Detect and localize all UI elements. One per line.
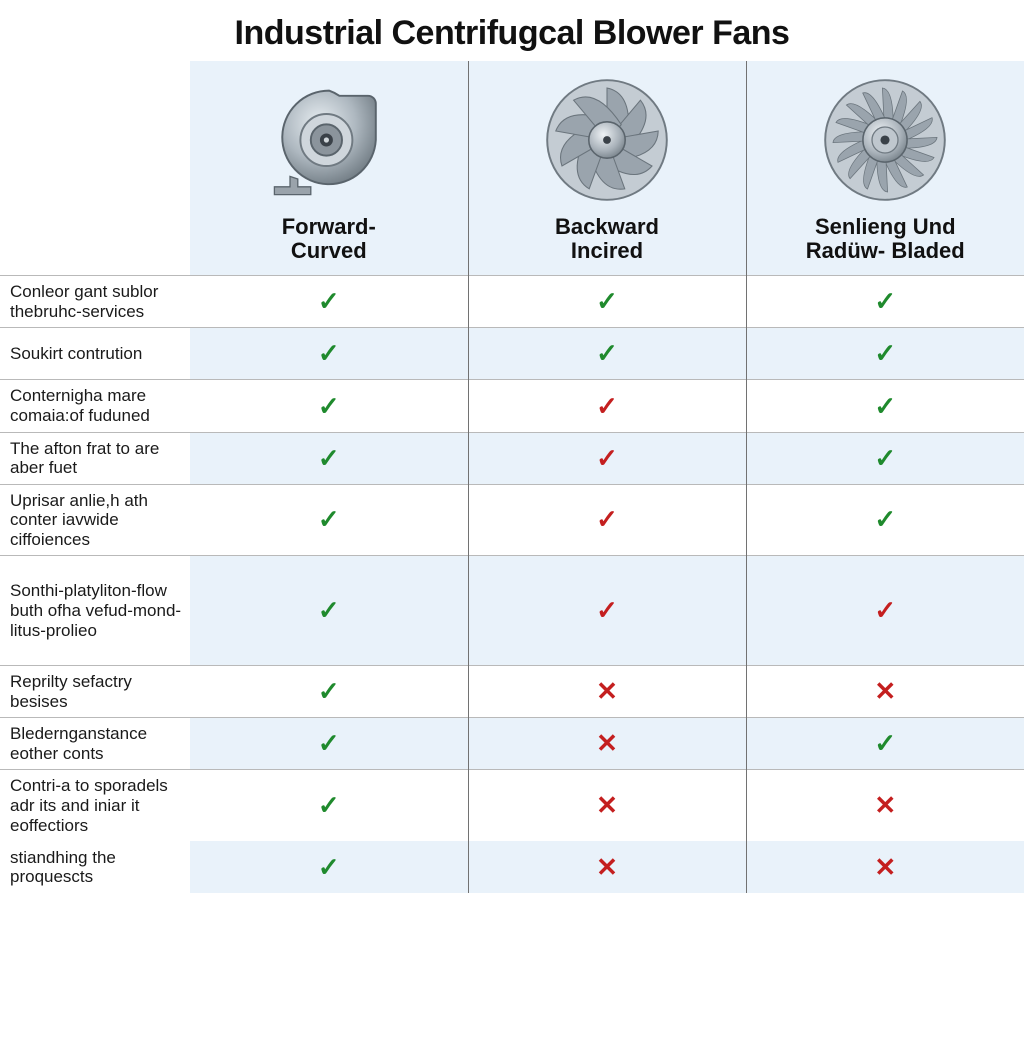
header-blank <box>0 61 190 276</box>
table-row: Conternigha mare comaia:of fuduned ✓ ✓ ✓ <box>0 380 1024 432</box>
check-icon: ✓ <box>318 852 340 883</box>
check-icon: ✓ <box>874 391 896 422</box>
feature-label: Bledernganstance eother conts <box>0 718 190 770</box>
check-icon: ✓ <box>874 728 896 759</box>
fan-many-icon <box>820 75 950 205</box>
column-header-forward: Forward- Curved <box>190 61 468 276</box>
check-icon: ✓ <box>318 286 340 317</box>
cross-icon: ✕ <box>874 852 896 883</box>
cell-forward: ✓ <box>190 484 468 556</box>
table-row: Uprisar anlie,h ath conter iavwide ciffo… <box>0 484 1024 556</box>
table-row: The afton frat to are aber fuet ✓ ✓ ✓ <box>0 432 1024 484</box>
cell-radial: ✕ <box>746 841 1024 893</box>
cross-icon: ✕ <box>596 676 618 707</box>
cell-radial: ✓ <box>746 484 1024 556</box>
check-icon: ✓ <box>596 504 618 535</box>
check-icon: ✓ <box>874 504 896 535</box>
check-icon: ✓ <box>318 443 340 474</box>
table-row: Conleor gant sublor thebruhc-services ✓ ✓ ✓ <box>0 276 1024 328</box>
cell-backward: ✕ <box>468 666 746 718</box>
check-icon: ✓ <box>874 286 896 317</box>
cell-backward: ✓ <box>468 276 746 328</box>
check-icon: ✓ <box>318 676 340 707</box>
feature-label: Reprilty sefactry besises <box>0 666 190 718</box>
cell-backward: ✓ <box>468 328 746 380</box>
cell-radial: ✓ <box>746 276 1024 328</box>
cell-radial: ✕ <box>746 666 1024 718</box>
feature-label: Sonthi-platyliton-flow buth ofha vefud-m… <box>0 556 190 666</box>
cell-radial: ✕ <box>746 770 1024 841</box>
cell-forward: ✓ <box>190 718 468 770</box>
comparison-table: Forward- Curved Backward Incired <box>0 61 1024 893</box>
cell-backward: ✕ <box>468 718 746 770</box>
feature-label: The afton frat to are aber fuet <box>0 432 190 484</box>
cell-backward: ✕ <box>468 770 746 841</box>
check-icon: ✓ <box>874 595 896 626</box>
cell-forward: ✓ <box>190 841 468 893</box>
check-icon: ✓ <box>318 595 340 626</box>
forward-label: Forward- Curved <box>196 215 462 263</box>
check-icon: ✓ <box>874 338 896 369</box>
check-icon: ✓ <box>596 443 618 474</box>
check-icon: ✓ <box>596 286 618 317</box>
table-row: Sonthi-platyliton-flow buth ofha vefud-m… <box>0 556 1024 666</box>
cell-forward: ✓ <box>190 380 468 432</box>
check-icon: ✓ <box>318 790 340 821</box>
table-row: Soukirt contrution ✓ ✓ ✓ <box>0 328 1024 380</box>
backward-label: Backward Incired <box>475 215 740 263</box>
forward-icon-wrap <box>196 75 462 205</box>
column-header-backward: Backward Incired <box>468 61 746 276</box>
cross-icon: ✕ <box>596 790 618 821</box>
blower-icon <box>264 75 394 205</box>
cell-forward: ✓ <box>190 770 468 841</box>
feature-label: Uprisar anlie,h ath conter iavwide ciffo… <box>0 484 190 556</box>
cross-icon: ✕ <box>874 676 896 707</box>
cell-backward: ✓ <box>468 484 746 556</box>
cell-radial: ✓ <box>746 718 1024 770</box>
feature-label: Contri-a to sporadels adr its and iniar … <box>0 770 190 841</box>
fan-wide-icon <box>542 75 672 205</box>
check-icon: ✓ <box>596 391 618 422</box>
check-icon: ✓ <box>318 728 340 759</box>
feature-label: Conleor gant sublor thebruhc-services <box>0 276 190 328</box>
radial-label: Senlieng Und Radüw- Bladed <box>753 215 1019 263</box>
column-header-radial: Senlieng Und Radüw- Bladed <box>746 61 1024 276</box>
cell-backward: ✓ <box>468 556 746 666</box>
table-row: stiandhing the proquescts ✓ ✕ ✕ <box>0 841 1024 893</box>
cell-backward: ✕ <box>468 841 746 893</box>
cell-forward: ✓ <box>190 556 468 666</box>
feature-label: Conternigha mare comaia:of fuduned <box>0 380 190 432</box>
table-row: Contri-a to sporadels adr its and iniar … <box>0 770 1024 841</box>
check-icon: ✓ <box>318 338 340 369</box>
cell-forward: ✓ <box>190 328 468 380</box>
cell-radial: ✓ <box>746 432 1024 484</box>
table-header-row: Forward- Curved Backward Incired <box>0 61 1024 276</box>
check-icon: ✓ <box>596 595 618 626</box>
table-row: Bledernganstance eother conts ✓ ✕ ✓ <box>0 718 1024 770</box>
feature-label: Soukirt contrution <box>0 328 190 380</box>
cell-radial: ✓ <box>746 328 1024 380</box>
check-icon: ✓ <box>874 443 896 474</box>
cross-icon: ✕ <box>596 728 618 759</box>
radial-icon-wrap <box>753 75 1019 205</box>
cross-icon: ✕ <box>596 852 618 883</box>
page: Industrial Centrifugcal Blower Fans <box>0 14 1024 1038</box>
cell-forward: ✓ <box>190 666 468 718</box>
cell-backward: ✓ <box>468 432 746 484</box>
cell-radial: ✓ <box>746 380 1024 432</box>
check-icon: ✓ <box>318 391 340 422</box>
page-title: Industrial Centrifugcal Blower Fans <box>0 14 1024 53</box>
cell-forward: ✓ <box>190 276 468 328</box>
cell-backward: ✓ <box>468 380 746 432</box>
feature-label: stiandhing the proquescts <box>0 841 190 893</box>
cross-icon: ✕ <box>874 790 896 821</box>
check-icon: ✓ <box>318 504 340 535</box>
cell-radial: ✓ <box>746 556 1024 666</box>
cell-forward: ✓ <box>190 432 468 484</box>
backward-icon-wrap <box>475 75 740 205</box>
table-row: Reprilty sefactry besises ✓ ✕ ✕ <box>0 666 1024 718</box>
check-icon: ✓ <box>596 338 618 369</box>
